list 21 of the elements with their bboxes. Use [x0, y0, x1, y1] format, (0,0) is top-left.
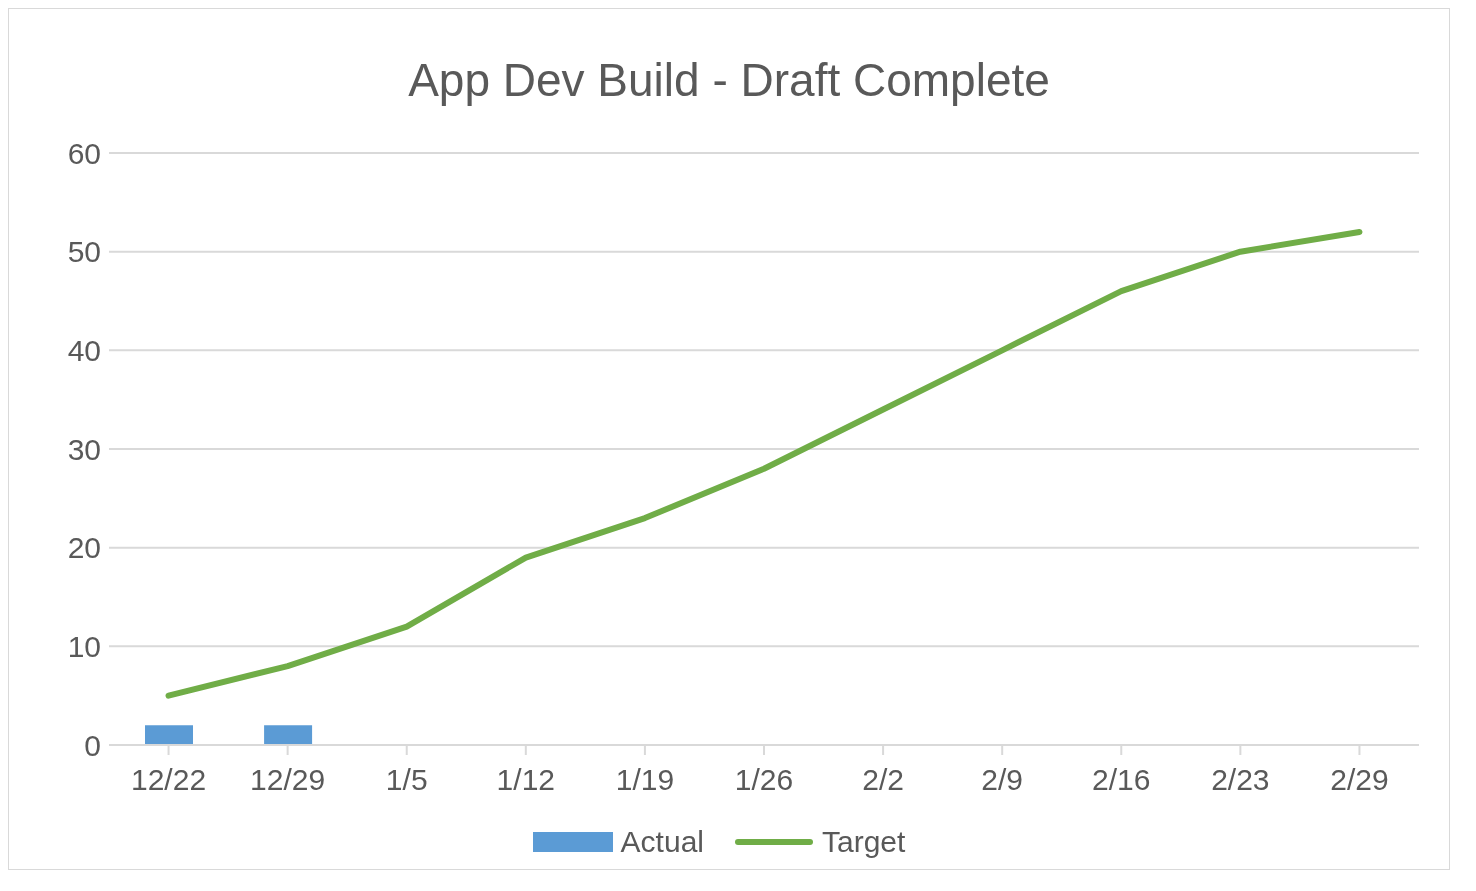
x-tick-label: 1/12	[496, 763, 556, 797]
legend-label: Actual	[620, 825, 704, 859]
x-tick-label: 2/29	[1330, 763, 1389, 797]
x-tick-label: 1/19	[615, 763, 675, 797]
y-tick-label: 0	[84, 728, 101, 762]
y-tick-label: 20	[67, 531, 101, 565]
x-tick-label: 12/22	[131, 763, 207, 797]
y-tick-label: 30	[67, 432, 101, 466]
x-tick-label: 2/16	[1092, 763, 1151, 797]
y-tick-label: 40	[67, 333, 101, 367]
y-tick-label: 50	[67, 235, 101, 269]
x-tick-label: 2/23	[1211, 763, 1270, 797]
x-tick-label: 1/5	[385, 763, 428, 797]
x-tick-label: 1/26	[734, 763, 794, 797]
x-tick-label: 12/29	[250, 763, 326, 797]
x-tick-label: 2/9	[981, 763, 1024, 797]
legend-label: Target	[822, 825, 906, 859]
chart-title: App Dev Build - Draft Complete	[407, 53, 1051, 108]
x-tick-label: 2/2	[862, 763, 904, 797]
y-tick-label: 10	[67, 629, 101, 663]
y-tick-label: 60	[67, 136, 101, 170]
